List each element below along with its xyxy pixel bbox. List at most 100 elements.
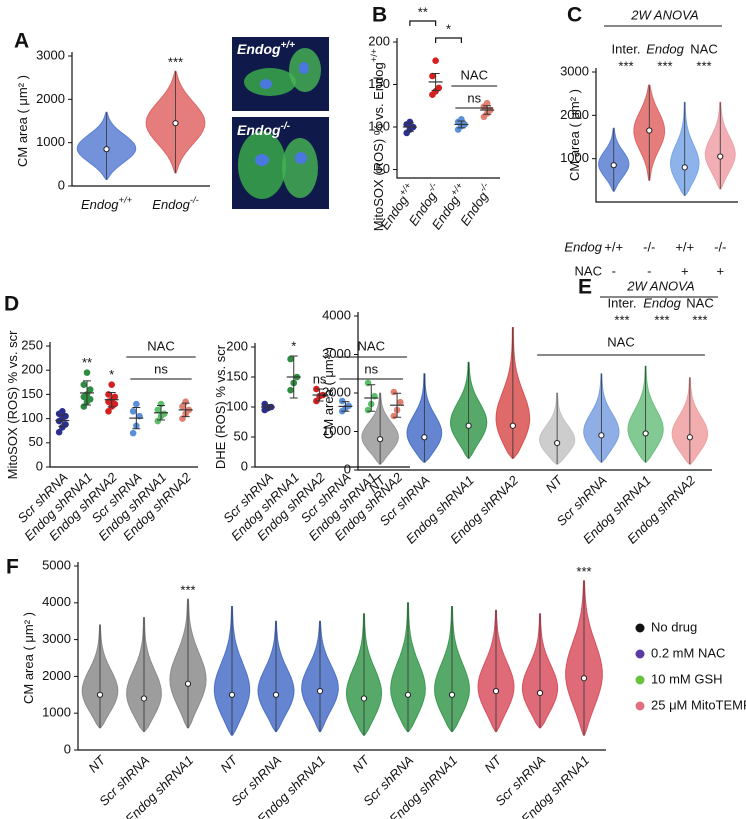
axis bbox=[77, 562, 606, 751]
median bbox=[228, 691, 236, 698]
median bbox=[642, 430, 649, 437]
legend-swatch bbox=[635, 675, 645, 685]
nucleus bbox=[295, 152, 307, 164]
error-bar bbox=[315, 388, 324, 402]
legend-swatch bbox=[635, 649, 645, 659]
micrograph-label: Endog-/- bbox=[237, 121, 291, 138]
median bbox=[404, 691, 412, 698]
design-value: -/- bbox=[643, 239, 655, 254]
x-tick-label: Endog-/- bbox=[152, 195, 198, 212]
y-tick-label: 0 bbox=[344, 461, 351, 476]
median bbox=[272, 691, 280, 698]
x-tick-label-text: NT bbox=[218, 752, 242, 776]
x-tick-label-text: Endog bbox=[152, 197, 190, 212]
x-tick-label-text: Endog bbox=[81, 197, 119, 212]
group-test: ns bbox=[154, 361, 168, 376]
error-bar bbox=[83, 380, 91, 406]
point bbox=[154, 417, 162, 425]
point bbox=[435, 84, 443, 92]
pairwise-significance: * bbox=[446, 21, 451, 36]
label-sup: +/+ bbox=[281, 40, 296, 51]
panel-label: C bbox=[567, 4, 582, 27]
anova-stars: *** bbox=[618, 58, 633, 73]
y-tick-label: 2000 bbox=[560, 107, 589, 122]
y-tick-label: 3000 bbox=[322, 346, 351, 361]
error-bar bbox=[289, 355, 298, 399]
median bbox=[646, 127, 653, 134]
x-tick-label: NT bbox=[482, 752, 506, 776]
label: Endog bbox=[237, 41, 281, 57]
x-tick-label-text: NT bbox=[543, 472, 567, 496]
y-axis-label-text: DHE (ROS) % vs. scr bbox=[213, 344, 228, 469]
point bbox=[390, 412, 398, 420]
anova-term: NAC bbox=[690, 41, 717, 56]
design-value: - bbox=[612, 263, 616, 278]
pairwise-significance: ** bbox=[418, 4, 428, 19]
y-axis-label-text: MitoSOX (ROS) % vs. Endog bbox=[371, 62, 386, 231]
significance: * bbox=[291, 338, 296, 353]
y-tick-label: 1000 bbox=[560, 150, 589, 165]
y-axis-label: DHE (ROS) % vs. scr bbox=[213, 344, 228, 469]
median bbox=[610, 162, 617, 169]
point bbox=[86, 386, 94, 393]
anova-term: Endog bbox=[643, 295, 681, 310]
median bbox=[377, 436, 384, 443]
y-tick-label: 4000 bbox=[42, 594, 71, 609]
y-tick-label: 5000 bbox=[42, 557, 71, 572]
y-tick-label: 100 bbox=[226, 398, 248, 413]
anova-stars: *** bbox=[614, 312, 629, 327]
legend-label: 0.2 mM NAC bbox=[651, 645, 725, 660]
error-bar bbox=[431, 72, 440, 91]
group-label: NAC bbox=[147, 338, 174, 353]
significance: *** bbox=[576, 564, 591, 579]
significance: *** bbox=[180, 583, 195, 598]
anova-term: NAC bbox=[686, 295, 713, 310]
anova-term: Endog bbox=[646, 41, 684, 56]
micrograph-label: Endog+/+ bbox=[237, 40, 295, 57]
point bbox=[160, 410, 168, 418]
y-tick-label: 150 bbox=[21, 386, 43, 401]
median bbox=[492, 688, 500, 695]
y-tick-label: 2000 bbox=[322, 384, 351, 399]
group-test: ns bbox=[364, 361, 378, 376]
error-bar bbox=[483, 105, 492, 115]
point bbox=[429, 72, 436, 80]
y-tick-label: 200 bbox=[226, 338, 248, 353]
x-tick-label-text: NT bbox=[86, 752, 110, 776]
x-tick-label-sup: +/+ bbox=[119, 195, 133, 205]
x-tick-label: Endog+/+ bbox=[81, 195, 133, 212]
y-axis-label-text: MitoSOX (ROS) % vs. scr bbox=[5, 330, 20, 479]
point bbox=[105, 408, 112, 415]
median bbox=[509, 422, 516, 429]
x-tick-label: NT bbox=[543, 472, 567, 496]
design-label: Endog bbox=[564, 239, 602, 254]
bracket bbox=[435, 37, 462, 43]
point bbox=[133, 400, 140, 408]
anova-stars: *** bbox=[692, 312, 707, 327]
anova-term: Inter. bbox=[612, 41, 641, 56]
median bbox=[465, 422, 472, 429]
y-tick-label: 4000 bbox=[322, 307, 351, 322]
error-bar bbox=[263, 404, 272, 410]
significance: * bbox=[109, 367, 114, 382]
anova-title: 2W ANOVA bbox=[626, 278, 694, 293]
design-value: - bbox=[647, 263, 651, 278]
error-bar bbox=[132, 406, 141, 430]
error-bar bbox=[107, 391, 116, 408]
y-tick-label: 150 bbox=[368, 76, 390, 91]
panel-label: F bbox=[6, 556, 19, 579]
nucleus bbox=[260, 79, 272, 89]
point bbox=[83, 369, 91, 376]
y-tick-label: 250 bbox=[21, 337, 43, 352]
anova-stars: *** bbox=[654, 312, 669, 327]
anova-term: Inter. bbox=[608, 295, 637, 310]
group-test: ns bbox=[467, 90, 481, 105]
point bbox=[261, 400, 269, 408]
y-axis-label-text: CM area ( μm² ) bbox=[321, 347, 336, 439]
point bbox=[111, 393, 119, 401]
design-value: +/+ bbox=[604, 239, 623, 254]
y-tick-label: 150 bbox=[226, 368, 248, 383]
point bbox=[364, 379, 372, 387]
y-axis-label: MitoSOX (ROS) % vs. Endog+/+ bbox=[369, 49, 386, 232]
y-tick-label: 0 bbox=[64, 741, 71, 756]
